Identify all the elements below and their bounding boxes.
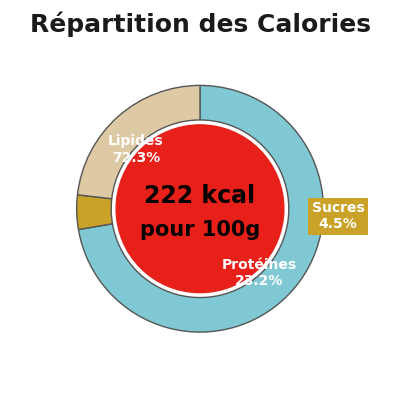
Text: pour 100g: pour 100g: [140, 220, 260, 240]
Wedge shape: [78, 86, 200, 199]
Circle shape: [116, 125, 284, 293]
Wedge shape: [77, 195, 112, 230]
Wedge shape: [78, 86, 323, 332]
Text: Sucres
4.5%: Sucres 4.5%: [312, 201, 364, 231]
Text: Protéines
23.2%: Protéines 23.2%: [222, 258, 297, 288]
Text: Lipides
72.3%: Lipides 72.3%: [108, 134, 164, 165]
Text: 222 kcal: 222 kcal: [144, 184, 256, 208]
Title: Répartition des Calories: Répartition des Calories: [30, 11, 370, 37]
